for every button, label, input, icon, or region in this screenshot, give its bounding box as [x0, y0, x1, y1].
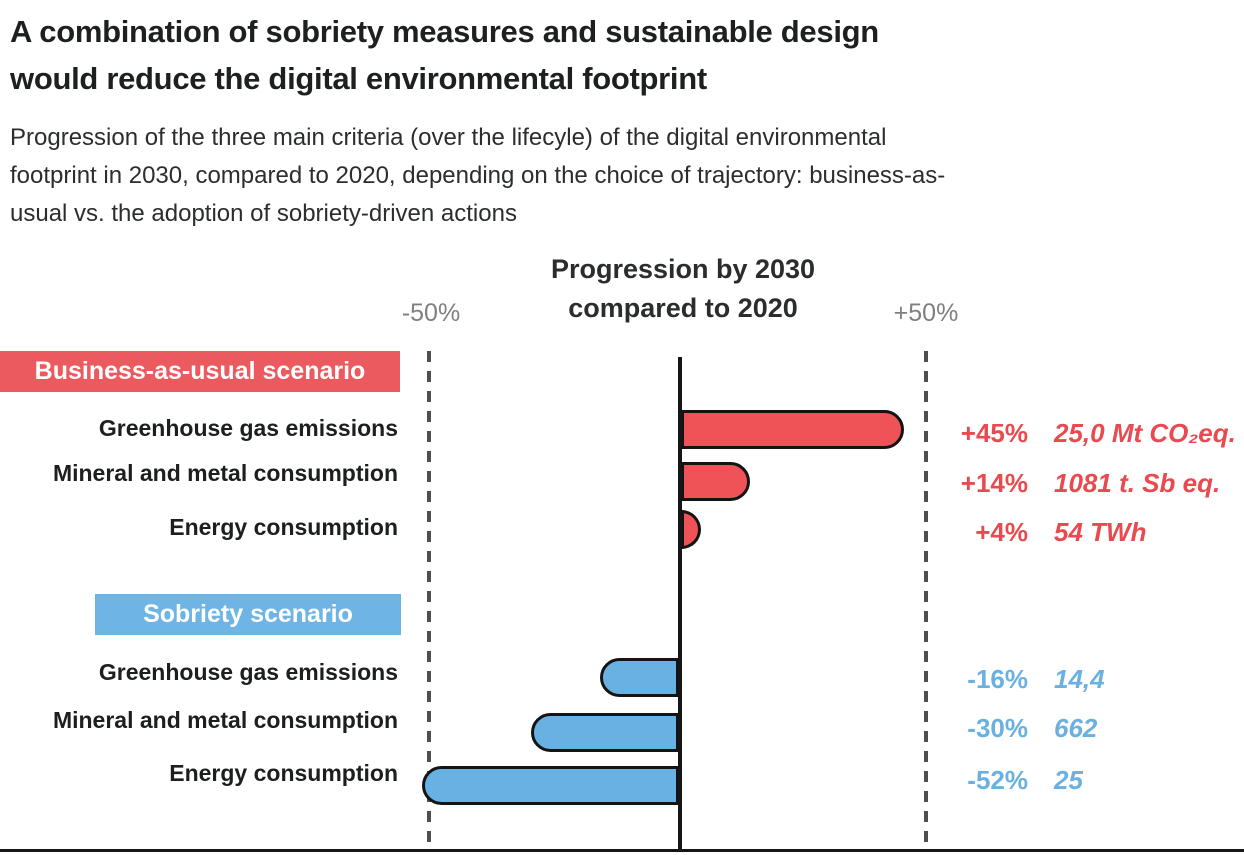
- chart-axis-title: Progression by 2030 compared to 2020: [483, 250, 883, 328]
- pct-bau-mineral: +14%: [960, 468, 1028, 498]
- page-title: A combination of sobriety measures and s…: [10, 8, 1190, 102]
- row-label-sob-energy: Energy consumption: [169, 760, 398, 786]
- pct-sob-ghg: -16%: [967, 664, 1028, 694]
- row-label-bau-ghg: Greenhouse gas emissions: [98, 415, 398, 441]
- value-sob-ghg: 14,4: [1054, 664, 1105, 694]
- zero-axis-line: [678, 357, 682, 849]
- badge-sobriety: Sobriety scenario: [95, 594, 401, 635]
- page-subtitle-line-2: footprint in 2030, compared to 2020, dep…: [10, 162, 946, 189]
- pct-bau-energy: +4%: [975, 517, 1028, 547]
- row-label-bau-mineral: Mineral and metal consumption: [52, 460, 398, 486]
- row-label-sob-ghg: Greenhouse gas emissions: [98, 659, 398, 685]
- bar-sob-mineral: [530, 713, 679, 752]
- bar-sob-energy: [421, 766, 679, 805]
- value-sob-mineral: 662: [1054, 713, 1098, 743]
- value-sob-energy: 25: [1054, 765, 1083, 795]
- page-title-line-1: A combination of sobriety measures and s…: [10, 14, 879, 49]
- gridline-plus-50: [924, 351, 928, 850]
- axis-tick-minus-50: -50%: [401, 299, 461, 327]
- chart-axis-title-line-2: compared to 2020: [568, 293, 798, 323]
- value-bau-mineral: 1081 t. Sb eq.: [1054, 468, 1221, 498]
- badge-business-as-usual: Business-as-usual scenario: [0, 351, 400, 392]
- value-bau-ghg: 25,0 Mt CO₂eq.: [1054, 418, 1236, 448]
- bar-bau-energy: [681, 510, 701, 549]
- page-subtitle: Progression of the three main criteria (…: [10, 119, 1190, 233]
- pct-sob-mineral: -30%: [967, 713, 1028, 743]
- row-label-sob-mineral: Mineral and metal consumption: [52, 707, 398, 733]
- pct-sob-energy: -52%: [967, 765, 1028, 795]
- bar-bau-ghg: [681, 410, 904, 449]
- page-subtitle-line-3: usual vs. the adoption of sobriety-drive…: [10, 200, 517, 227]
- bar-bau-mineral: [681, 462, 751, 501]
- value-bau-energy: 54 TWh: [1054, 517, 1147, 547]
- axis-tick-plus-50: +50%: [893, 299, 959, 327]
- pct-bau-ghg: +45%: [960, 418, 1028, 448]
- bottom-axis-line: [0, 849, 1244, 852]
- bar-sob-ghg: [599, 658, 679, 697]
- chart-axis-title-line-1: Progression by 2030: [550, 254, 816, 284]
- page-subtitle-line-1: Progression of the three main criteria (…: [10, 124, 887, 151]
- gridline-minus-50: [427, 351, 431, 850]
- row-label-bau-energy: Energy consumption: [169, 514, 398, 540]
- page-title-line-2: would reduce the digital environmental f…: [10, 61, 707, 96]
